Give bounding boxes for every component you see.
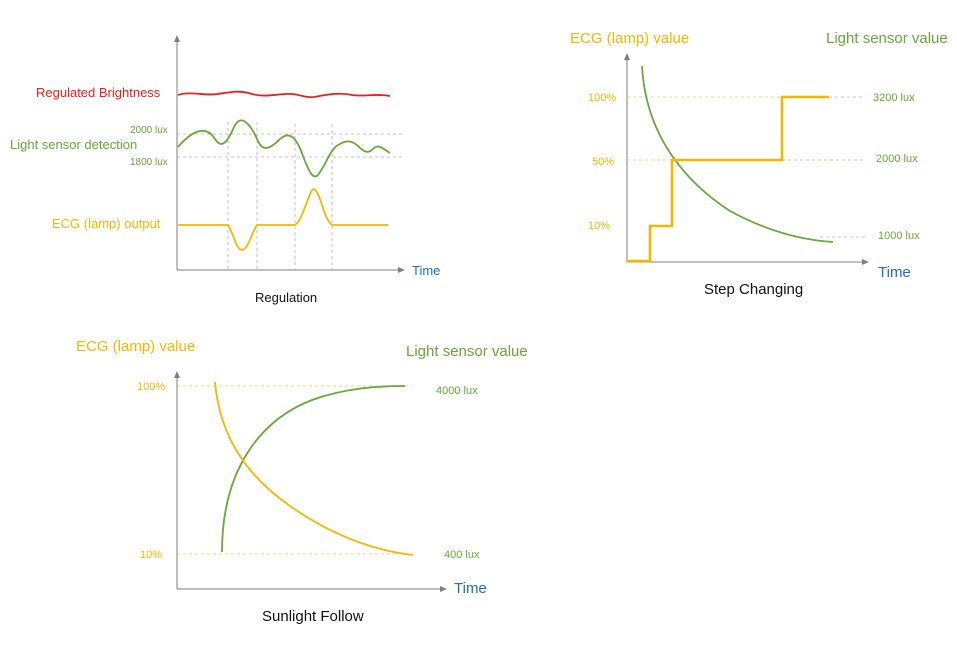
step-lux-2000-label: 2000 lux [876, 153, 918, 165]
step-pct-100-label: 100% [588, 92, 616, 104]
sunlight-light-sensor-curve [221, 385, 406, 553]
regulated-brightness-label: Regulated Brightness [36, 85, 161, 100]
light-sensor-curve [177, 119, 391, 178]
ecg-output-curve [178, 188, 388, 251]
sunlight-light-sensor-value-label: Light sensor value [406, 343, 528, 360]
sunlight-pct-100-label: 100% [137, 381, 165, 393]
sunlight-time-label: Time [454, 580, 487, 597]
step-light-sensor-curve [641, 65, 834, 243]
ecg-output-label: ECG (lamp) output [52, 216, 161, 231]
regulation-panel: Regulated Brightness Light sensor detect… [10, 35, 440, 305]
step-changing-panel: ECG (lamp) value Light sensor value 100%… [570, 30, 948, 298]
regulation-caption: Regulation [255, 290, 317, 305]
sunlight-follow-caption: Sunlight Follow [262, 608, 364, 625]
step-changing-caption: Step Changing [704, 281, 803, 298]
step-ecg-value-label: ECG (lamp) value [570, 30, 689, 47]
step-lux-3200-label: 3200 lux [873, 92, 915, 104]
regulated-brightness-curve [177, 90, 391, 99]
step-lux-1000-label: 1000 lux [878, 230, 920, 242]
step-pct-10-label: 10% [588, 220, 610, 232]
sunlight-follow-panel: ECG (lamp) value Light sensor value 100%… [76, 338, 528, 625]
sunlight-pct-10-label: 10% [140, 549, 162, 561]
step-time-label: Time [878, 264, 911, 281]
light-sensor-detection-label: Light sensor detection [10, 137, 137, 152]
lux-2000-label: 2000 lux [130, 125, 168, 136]
sunlight-ecg-value-label: ECG (lamp) value [76, 338, 195, 355]
lux-1800-label: 1800 lux [130, 157, 168, 168]
step-ecg-curve [627, 95, 829, 263]
step-pct-50-label: 50% [592, 156, 614, 168]
time-label: Time [412, 263, 440, 278]
step-light-sensor-value-label: Light sensor value [826, 30, 948, 47]
sunlight-ecg-curve [214, 381, 414, 556]
sunlight-lux-4000-label: 4000 lux [436, 385, 478, 397]
sunlight-lux-400-label: 400 lux [444, 549, 480, 561]
